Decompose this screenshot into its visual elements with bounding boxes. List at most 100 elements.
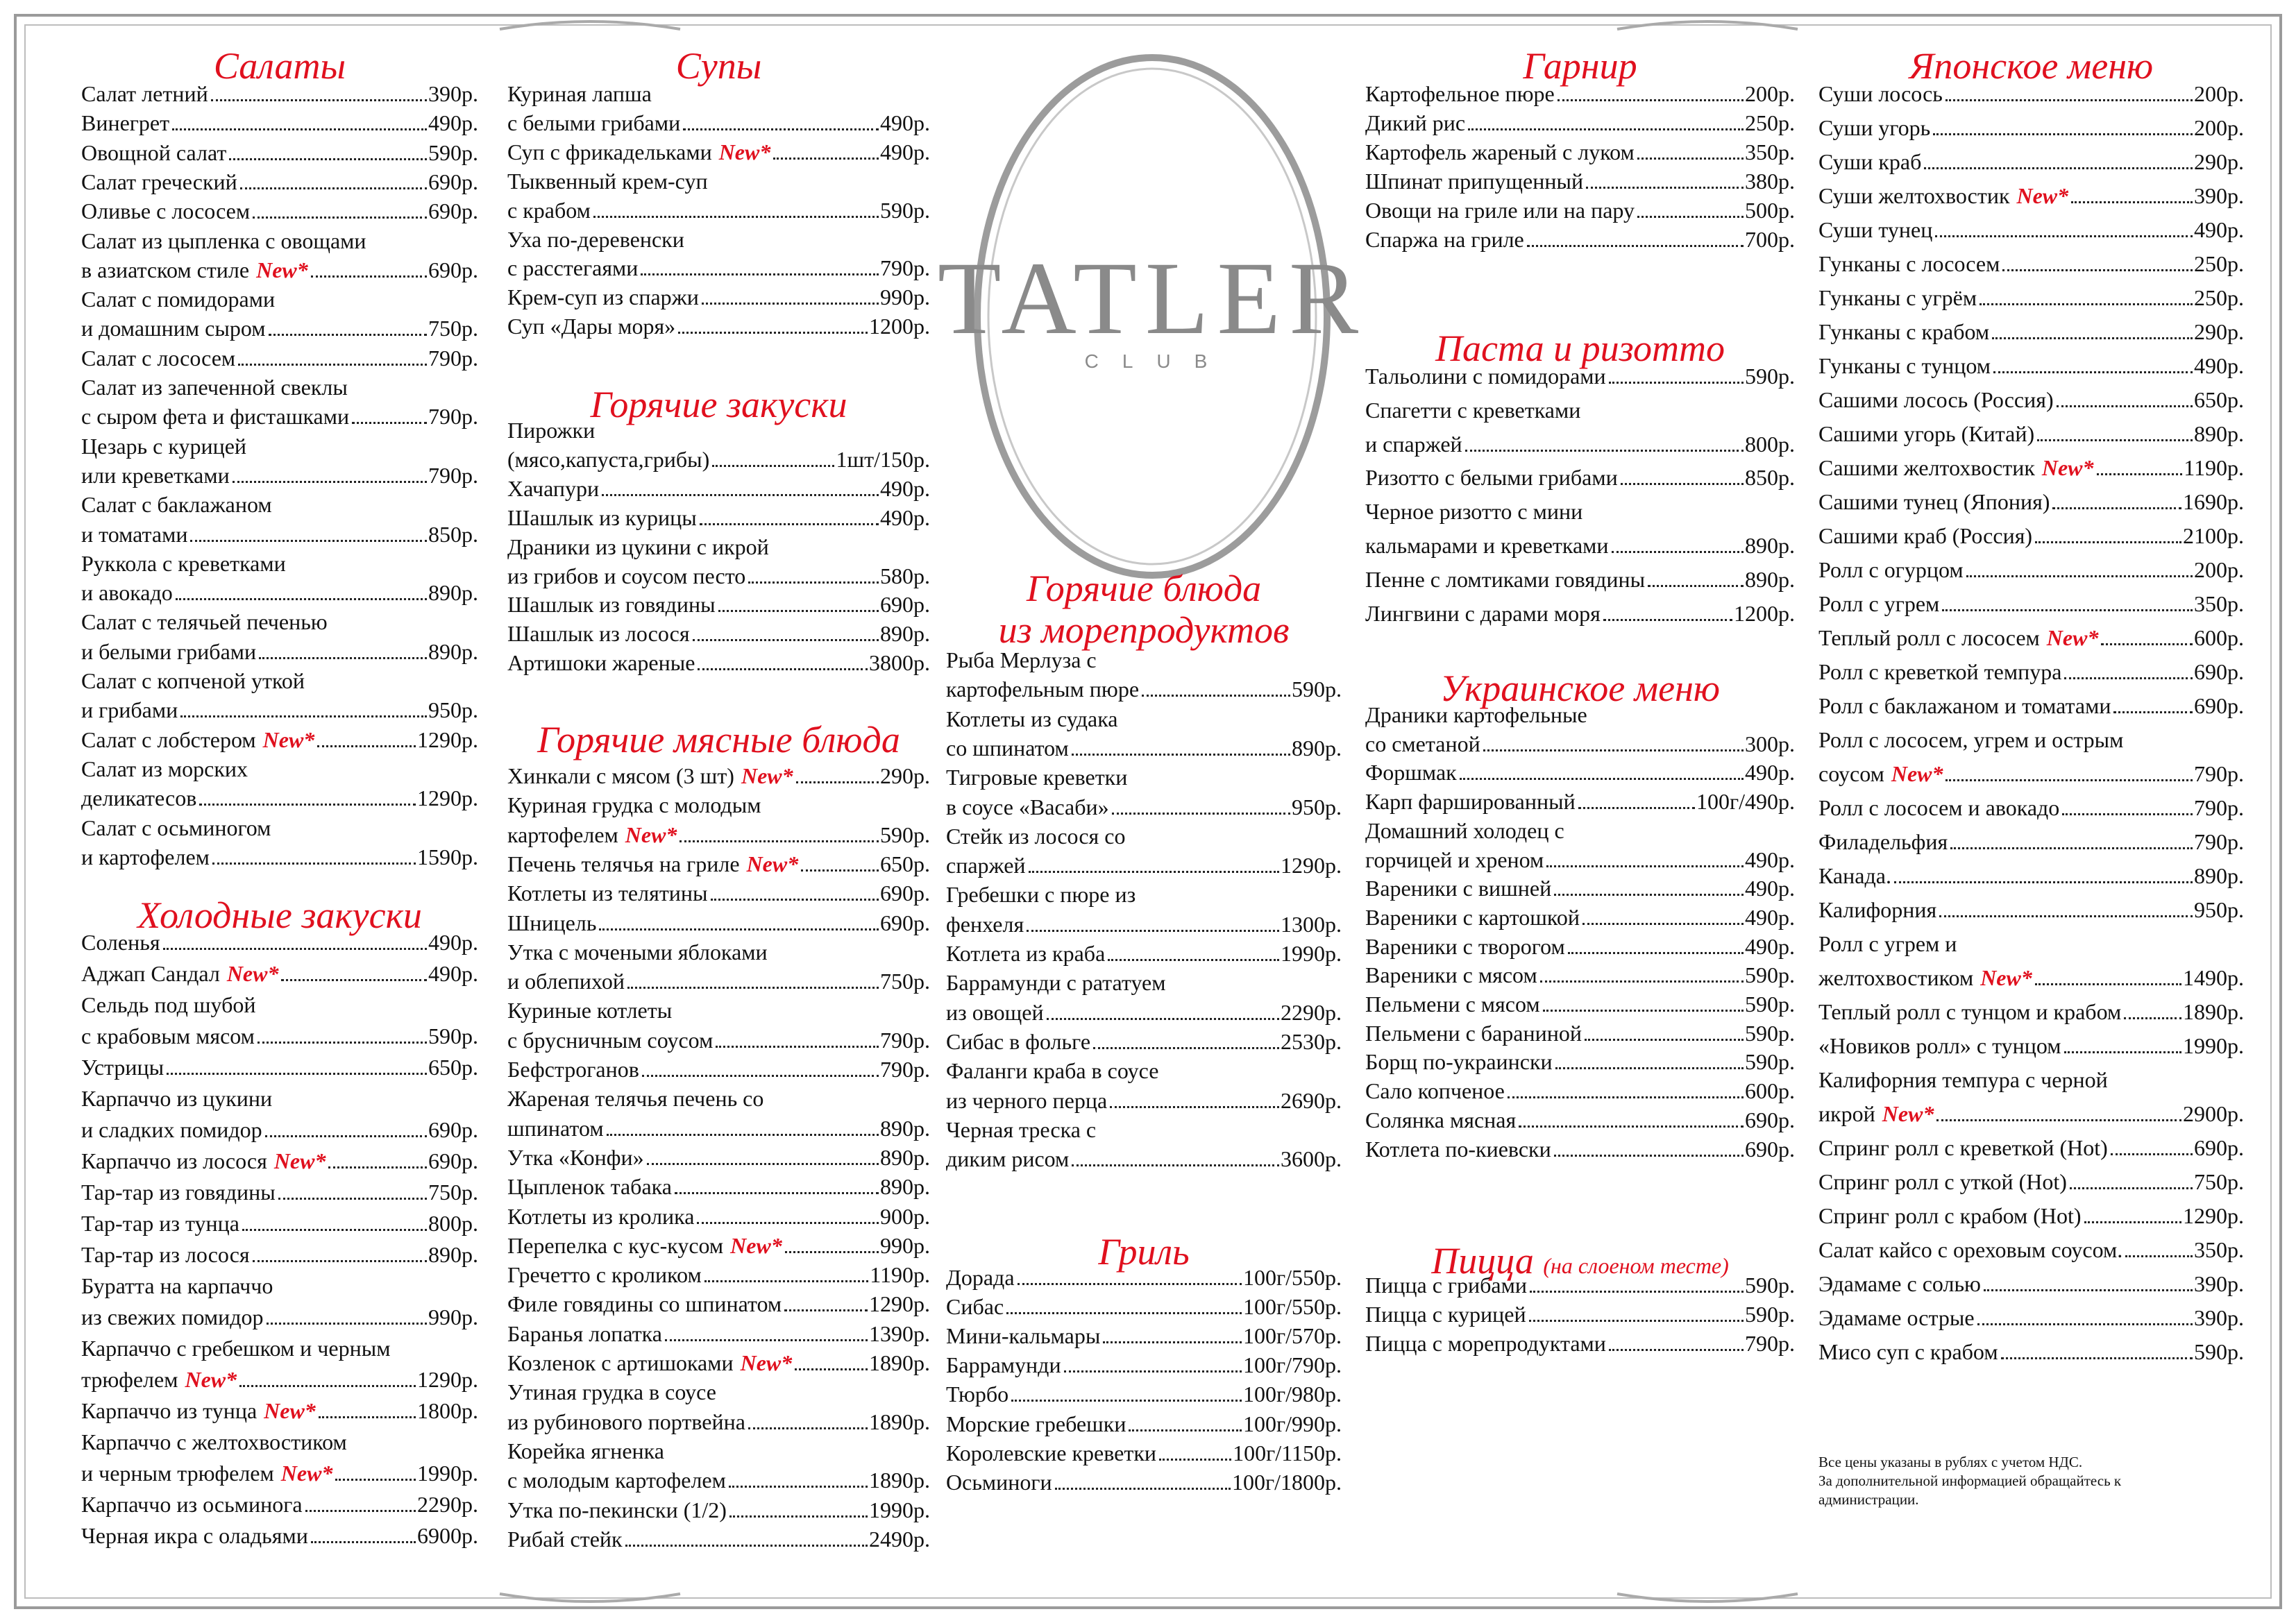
section-title: Салаты <box>81 45 478 87</box>
item-name: Руккола с креветками <box>81 550 286 576</box>
leader <box>1028 871 1279 874</box>
menu-row: Шницель 690р. <box>507 909 930 937</box>
item-price: 490р. <box>1745 904 1795 930</box>
menu-row: Корейка ягненка <box>507 1437 930 1465</box>
item-price: 200р. <box>2194 557 2244 582</box>
item-name: в азиатском стиле <box>81 257 250 282</box>
menu-row: Драники картофельные <box>1365 701 1795 729</box>
leader <box>1459 778 1744 781</box>
item-price: 1890р. <box>2183 999 2244 1024</box>
menu-row: Ризотто с белыми грибами 850р. <box>1365 464 1795 491</box>
menu-row: Осьминоги 100г/1800р. <box>946 1468 1342 1496</box>
leader <box>242 1229 427 1231</box>
item-name: Суши лосось <box>1818 81 1943 106</box>
item-name: со сметаной <box>1365 731 1480 756</box>
new-badge: New* <box>1980 965 2032 990</box>
item-price: 290р. <box>2194 319 2244 344</box>
section-title: Горячие мясные блюда <box>507 719 930 760</box>
leader <box>599 928 879 931</box>
leader <box>310 1541 416 1543</box>
leader <box>268 334 427 337</box>
item-price: 790р. <box>880 255 930 281</box>
item-name: Салат с телячьей печенью <box>81 609 328 635</box>
item-name: Осьминоги <box>946 1469 1052 1495</box>
leader <box>2035 541 2181 543</box>
item-name: Шашлык из лосося <box>507 621 690 647</box>
menu-row: Тар-тар из говядины 750р. <box>81 1178 478 1206</box>
menu-row: Салат кайсо с ореховым соусом. 350р. <box>1818 1236 2244 1264</box>
menu-row: Тальолини с помидорами 590р. <box>1365 362 1795 390</box>
item-name: Шашлык из говядины <box>507 592 716 618</box>
menu-row: Суп с фрикадельками New* 490р. <box>507 138 930 166</box>
item-price: 350р. <box>2194 1237 2244 1262</box>
menu-row: и картофелем 1590р. <box>81 843 478 871</box>
leader <box>1620 483 1744 486</box>
item-price: 100г/570р. <box>1242 1323 1342 1349</box>
new-badge: New* <box>741 763 793 788</box>
menu-row: спаржей 1290р. <box>946 851 1342 879</box>
leader <box>2125 1255 2193 1257</box>
item-name: Салат из морских <box>81 756 248 781</box>
item-name: Устрицы <box>81 1055 164 1080</box>
menu-row: Драники из цукини с икрой <box>507 533 930 561</box>
item-price: 700р. <box>1745 227 1795 252</box>
menu-row: Тыквенный крем-суп <box>507 167 930 195</box>
leader <box>1554 894 1744 897</box>
menu-row: с крабом 590р. <box>507 196 930 224</box>
leader <box>1648 584 1744 587</box>
new-badge: New* <box>2046 625 2099 650</box>
menu-row: Сашими тунец (Япония) 1690р. <box>1818 488 2244 516</box>
menu-row: Теплый ролл с тунцом и крабом 1890р. <box>1818 998 2244 1026</box>
title-line: Украинское меню <box>1440 668 1720 709</box>
item-name: Калифорния темпура с черной <box>1818 1067 2108 1092</box>
item-name: желтохвостиком <box>1818 965 1974 990</box>
item-price: 1290р. <box>2183 1203 2244 1228</box>
leader <box>678 332 868 334</box>
leader <box>606 1133 879 1136</box>
leader <box>683 128 879 130</box>
item-price: 100г/790р. <box>1242 1352 1342 1378</box>
item-name: Картофель жареный с луком <box>1365 139 1635 164</box>
leader <box>335 1479 416 1481</box>
leader <box>318 1416 416 1418</box>
new-badge: New* <box>264 1398 316 1423</box>
menu-row: Пельмени с бараниной 590р. <box>1365 1019 1795 1047</box>
menu-row: Солянка мясная 690р. <box>1365 1106 1795 1134</box>
item-name: Шницель <box>507 910 597 935</box>
leader <box>1519 1125 1744 1128</box>
menu-row: и белыми грибами 890р. <box>81 638 478 665</box>
menu-row: Спринг ролл с крабом (Hot) 1290р. <box>1818 1202 2244 1230</box>
item-price: 1шт/150р. <box>836 446 930 472</box>
item-price: 250р. <box>2194 251 2244 276</box>
leader <box>281 979 427 981</box>
menu-row: фенхеля 1300р. <box>946 910 1342 938</box>
item-name: Спагетти с креветками <box>1365 397 1581 423</box>
menu-row: в соусе «Васаби» 950р. <box>946 793 1342 821</box>
item-name: и картофелем <box>81 844 210 869</box>
item-price: 100г/550р. <box>1242 1265 1342 1290</box>
item-name: Карпаччо из лосося <box>81 1148 267 1173</box>
menu-row: Вареники с творогом 490р. <box>1365 933 1795 960</box>
menu-row: Эдамаме с солью 390р. <box>1818 1270 2244 1298</box>
item-name: Салат летний <box>81 81 208 106</box>
item-name: Хинкали с мясом (3 шт) <box>507 763 734 788</box>
item-name: Ролл с угрем и <box>1818 931 1957 956</box>
item-name: Куриные котлеты <box>507 998 673 1023</box>
section-title: Украинское меню <box>1365 668 1795 709</box>
item-name: Стейк из лосося со <box>946 823 1126 849</box>
item-name: из грибов и соусом песто <box>507 563 746 588</box>
leader <box>1027 929 1279 932</box>
item-price: 950р. <box>2194 897 2244 922</box>
item-name: Баранья лопатка <box>507 1320 662 1346</box>
item-price: 100г/1150р. <box>1233 1440 1342 1465</box>
item-price: 490р. <box>1745 933 1795 959</box>
note-line: За дополнительной информацией обращайтес… <box>1818 1472 2122 1489</box>
item-name: Салат из цыпленка с овощами <box>81 228 366 253</box>
leader <box>1936 1119 2181 1121</box>
leader <box>795 1368 868 1370</box>
item-price: 590р. <box>428 1023 478 1048</box>
item-price: 690р. <box>2194 693 2244 718</box>
item-name: Мини-кальмары <box>946 1323 1101 1349</box>
item-price: 490р. <box>1745 876 1795 901</box>
leader <box>1011 1400 1242 1402</box>
